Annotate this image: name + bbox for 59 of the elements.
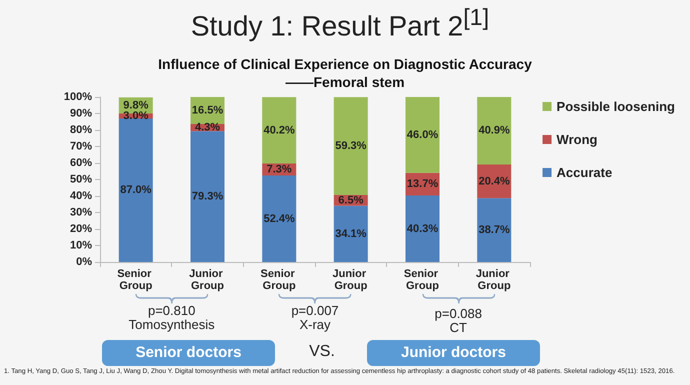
text: Study 1: Result Part 2$^{[1]}$	[190, 4, 490, 42]
legend-label: Wrong	[556, 132, 598, 147]
text: p=0.810	[146, 303, 196, 318]
chart-subtitle: ——Femoral stem	[285, 74, 405, 90]
x-tick-label: Senior Group	[117, 268, 154, 292]
data-label: 4.3%	[194, 122, 220, 134]
x-tick-label: Senior Group	[260, 268, 298, 292]
text: VS.	[308, 343, 336, 361]
y-tick-label: 90%	[70, 108, 92, 120]
data-label: 7.3%	[266, 164, 292, 176]
bar	[118, 118, 153, 262]
bar	[477, 198, 512, 262]
y-tick-label: 60%	[70, 157, 92, 169]
y-tick-label: 50%	[70, 174, 92, 186]
data-label: 9.8%	[123, 99, 149, 112]
data-label: 87.0%	[120, 184, 152, 196]
chart-title: Influence of Clinical Experience on Diagnostic Accuracy	[158, 56, 532, 72]
data-label: 6.5%	[338, 194, 364, 206]
data-label: 40.3%	[406, 222, 438, 235]
y-tick-label: 30%	[70, 206, 92, 218]
text: p=0.088	[434, 306, 483, 321]
text: p=0.007	[290, 303, 340, 318]
data-label: 40.2%	[264, 124, 295, 136]
data-label: 79.3%	[192, 190, 224, 203]
x-tick-label: Junior Group	[189, 268, 226, 292]
bar	[190, 131, 224, 262]
data-label: 20.4%	[478, 175, 510, 188]
y-tick-label: 20%	[70, 223, 92, 235]
text: CT	[450, 320, 467, 335]
text: Senior doctors	[102, 340, 275, 366]
bar	[262, 97, 296, 164]
y-tick-label: 100%	[64, 91, 92, 103]
data-label: 16.5%	[192, 104, 224, 117]
y-tick-label: 80%	[70, 124, 92, 136]
x-tick-label: Junior Group	[476, 268, 513, 292]
data-label: 13.7%	[406, 178, 438, 190]
data-label: 46.0%	[406, 128, 438, 141]
text: X-ray	[299, 317, 331, 332]
data-label: 34.1%	[335, 228, 367, 240]
bar	[334, 97, 368, 196]
y-tick-label: 40%	[70, 190, 92, 202]
text: Junior doctors	[367, 340, 540, 366]
y-tick-label: 70%	[70, 140, 92, 152]
bar	[406, 196, 440, 262]
x-tick-label: Junior Group	[332, 268, 370, 292]
legend-label: Accurate	[556, 165, 612, 180]
x-tick-label: Senior Group	[404, 268, 442, 292]
legend-label: Possible loosening	[556, 99, 676, 114]
bar	[477, 97, 512, 164]
data-label: 52.4%	[264, 212, 295, 225]
bar	[334, 206, 368, 262]
y-tick-label: 10%	[70, 240, 92, 252]
text: Tomosynthesis	[128, 317, 216, 332]
bar	[406, 97, 440, 173]
data-label: 38.7%	[478, 224, 510, 236]
data-label: 40.9%	[478, 124, 510, 137]
y-tick-label: 0%	[76, 256, 92, 268]
bar	[262, 176, 296, 262]
data-label: 59.3%	[335, 140, 367, 152]
